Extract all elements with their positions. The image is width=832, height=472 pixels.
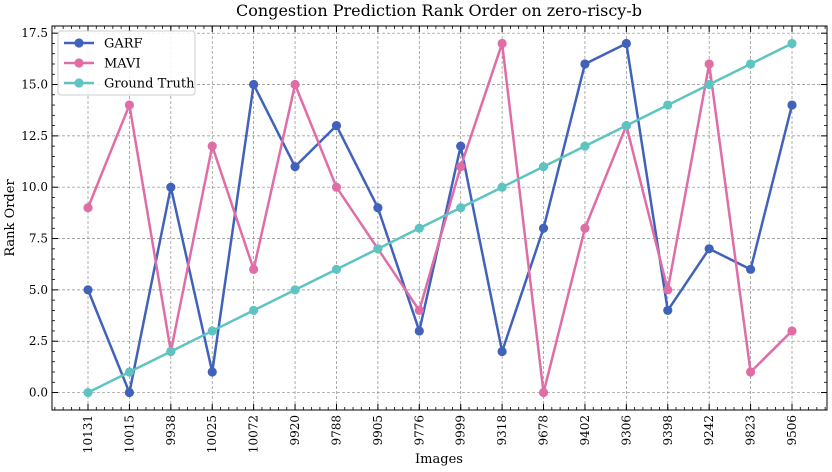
x-tick-label: 9823 xyxy=(744,415,758,446)
y-tick-label: 5.0 xyxy=(29,283,48,297)
data-point-mavi xyxy=(249,264,259,274)
data-point-garf xyxy=(290,162,300,172)
data-point-garf xyxy=(745,264,756,274)
x-tick-label: 10015 xyxy=(122,415,136,453)
data-point-garf xyxy=(456,141,466,151)
x-tick-label: 10072 xyxy=(247,415,261,453)
data-point-mavi xyxy=(331,182,342,192)
data-point-mavi xyxy=(580,223,590,233)
data-point-garf xyxy=(580,59,590,69)
series-line-ground-truth xyxy=(87,42,793,394)
data-point-ground-truth xyxy=(249,305,259,316)
data-point-ground-truth xyxy=(414,223,424,233)
data-point-garf xyxy=(124,387,135,398)
data-point-ground-truth xyxy=(745,59,756,69)
data-point-ground-truth xyxy=(456,203,466,213)
data-point-ground-truth xyxy=(207,326,217,336)
x-tick-label: 9938 xyxy=(164,415,178,446)
data-point-ground-truth xyxy=(538,162,549,172)
legend: GARF MAVI Ground Truth xyxy=(57,30,196,96)
data-point-ground-truth xyxy=(124,367,135,377)
data-point-mavi xyxy=(124,100,135,110)
data-point-ground-truth xyxy=(497,182,507,192)
legend-label-mavi: MAVI xyxy=(104,57,141,72)
data-point-mavi xyxy=(497,38,507,49)
data-point-mavi xyxy=(787,326,797,336)
data-point-garf xyxy=(331,120,342,131)
data-point-garf xyxy=(373,203,383,213)
legend-marker-ground-truth xyxy=(74,78,84,88)
x-tick-label: 9999 xyxy=(454,415,468,446)
y-axis-label: Rank Order xyxy=(3,179,18,257)
data-point-mavi xyxy=(207,141,217,151)
data-point-garf xyxy=(414,326,424,336)
y-tick-label: 7.5 xyxy=(29,232,48,246)
data-point-ground-truth xyxy=(331,264,342,274)
data-point-mavi xyxy=(414,305,424,316)
data-point-ground-truth xyxy=(663,100,673,110)
data-point-mavi xyxy=(745,367,756,377)
data-point-ground-truth xyxy=(621,120,631,131)
data-point-garf xyxy=(497,346,507,357)
y-tick-label: 0.0 xyxy=(29,386,48,400)
legend-label-ground-truth: Ground Truth xyxy=(104,77,195,92)
y-tick-label: 10.0 xyxy=(21,180,48,194)
x-tick-label: 9905 xyxy=(371,415,385,446)
y-tick-label: 12.5 xyxy=(21,129,48,143)
data-point-garf xyxy=(787,100,797,110)
data-point-garf xyxy=(663,305,673,316)
x-tick-label: 9306 xyxy=(619,415,633,446)
data-point-garf xyxy=(621,38,631,49)
data-point-garf xyxy=(249,79,259,90)
plot-frame xyxy=(51,25,828,411)
data-point-garf xyxy=(83,285,93,295)
x-tick-label: 9788 xyxy=(329,415,343,446)
data-point-mavi xyxy=(456,162,466,172)
data-point-garf xyxy=(166,182,176,192)
x-tick-label: 9678 xyxy=(537,415,551,446)
chart-title: Congestion Prediction Rank Order on zero… xyxy=(236,1,642,20)
data-point-garf xyxy=(704,244,714,254)
data-point-mavi xyxy=(704,59,714,69)
series-layer xyxy=(83,38,797,398)
data-point-garf xyxy=(207,367,217,377)
x-axis-label: Images xyxy=(415,452,463,467)
y-tick-label: 2.5 xyxy=(29,334,48,348)
y-tick-label: 15.0 xyxy=(21,78,48,92)
x-tick-label: 9920 xyxy=(288,415,302,446)
data-point-ground-truth xyxy=(166,346,176,357)
legend-marker-mavi xyxy=(74,58,84,68)
x-tick-label: 10131 xyxy=(81,415,95,453)
data-point-ground-truth xyxy=(580,141,590,151)
data-point-ground-truth xyxy=(290,285,300,295)
x-tick-label: 10025 xyxy=(205,415,219,453)
x-tick-label: 9242 xyxy=(702,415,716,446)
x-tick-label: 9318 xyxy=(495,415,509,446)
y-axis-ticks: 0.0 2.5 5.0 7.5 10.0 12.5 15.0 17.5 xyxy=(21,26,827,400)
legend-box xyxy=(57,30,196,96)
data-point-ground-truth xyxy=(83,387,93,398)
data-point-mavi xyxy=(538,387,549,398)
legend-label-garf: GARF xyxy=(104,37,143,52)
x-tick-label: 9776 xyxy=(412,415,426,446)
series-line-mavi xyxy=(86,42,793,394)
data-point-mavi xyxy=(83,203,93,213)
x-tick-label: 9506 xyxy=(785,415,799,446)
legend-marker-garf xyxy=(74,38,84,48)
x-tick-label: 9398 xyxy=(661,415,675,446)
data-point-garf xyxy=(538,223,549,233)
data-point-mavi xyxy=(663,285,673,295)
data-point-ground-truth xyxy=(704,79,714,90)
data-point-mavi xyxy=(290,79,300,90)
y-tick-label: 17.5 xyxy=(21,26,48,40)
data-point-ground-truth xyxy=(787,38,797,49)
data-point-ground-truth xyxy=(373,244,383,254)
x-tick-label: 9402 xyxy=(578,415,592,446)
